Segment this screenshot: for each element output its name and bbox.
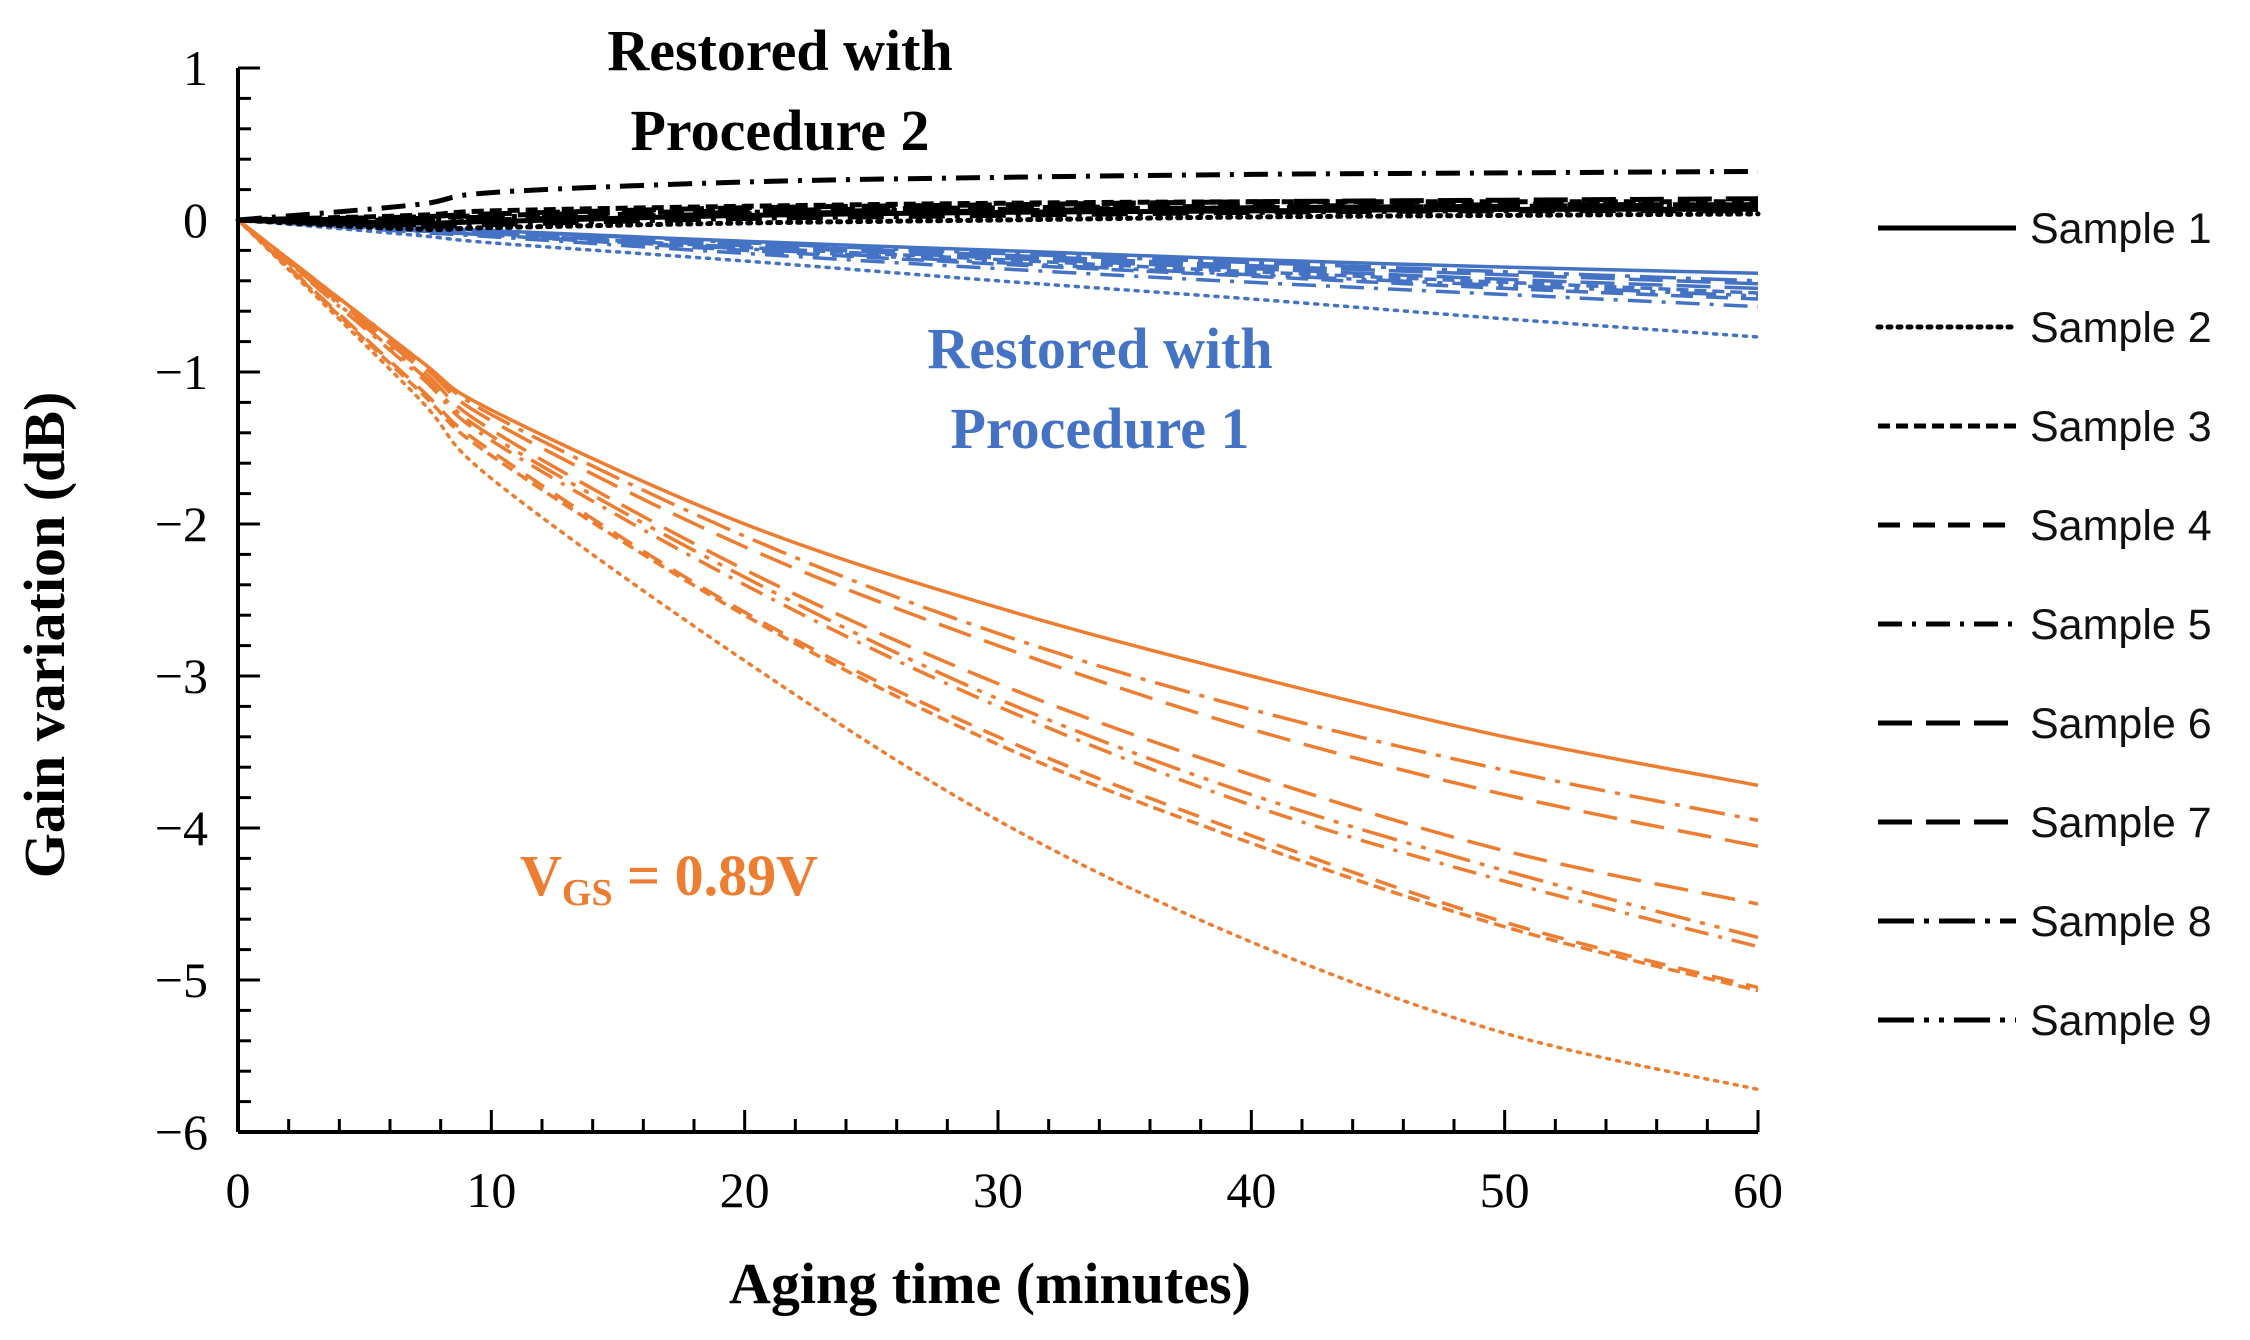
legend-label: Sample 3 — [2030, 403, 2212, 451]
y-tick-label: −5 — [155, 952, 208, 1008]
y-tick-label: −6 — [155, 1104, 208, 1160]
y-tick-label: −3 — [155, 648, 208, 704]
y-tick-label: 1 — [183, 40, 208, 96]
x-tick-label: 10 — [466, 1162, 516, 1218]
x-tick-label: 40 — [1226, 1162, 1276, 1218]
x-axis-title: Aging time (minutes) — [729, 1251, 1251, 1316]
series-group-2 — [235, 168, 1761, 233]
y-tick-label: −4 — [155, 800, 208, 856]
x-tick-label: 20 — [720, 1162, 770, 1218]
legend-label: Sample 8 — [2030, 898, 2212, 946]
annotation-vgs-value: = 0.89V — [613, 843, 819, 908]
annotation-vgs-v: V — [520, 843, 562, 908]
series-line — [236, 218, 1759, 906]
annotation-procedure-2-line-1: Restored with — [607, 18, 952, 83]
legend-label: Sample 5 — [2030, 601, 2212, 649]
series-line — [236, 218, 1760, 1092]
y-tick-label: −1 — [155, 344, 208, 400]
x-tick-label: 0 — [226, 1162, 251, 1218]
series-line — [236, 218, 1760, 339]
x-tick-label: 50 — [1480, 1162, 1530, 1218]
legend-label: Sample 1 — [2030, 205, 2212, 253]
series-line — [236, 218, 1759, 788]
annotation-procedure-2-line-2: Procedure 2 — [630, 98, 929, 163]
series-line — [235, 211, 1761, 233]
legend-label: Sample 6 — [2030, 700, 2212, 748]
series-line — [236, 218, 1759, 990]
series-line — [237, 208, 1759, 229]
series-group-0 — [236, 218, 1760, 1092]
annotation-procedure-1-line-1: Restored with — [927, 316, 1272, 381]
axis-ticks — [236, 66, 1760, 1134]
legend: Sample 1 Sample 2 Sample 3 Sample 4 Sample 5… — [1875, 205, 2212, 1045]
series-line — [236, 218, 1759, 823]
y-tick-label: −2 — [155, 496, 208, 552]
legend-label: Sample 9 — [2030, 997, 2212, 1045]
series-line — [236, 218, 1759, 993]
x-tick-label: 30 — [973, 1162, 1023, 1218]
data-curves — [235, 168, 1761, 1092]
x-tick-label: 60 — [1733, 1162, 1783, 1218]
series-line — [237, 168, 1759, 223]
annotation-vgs: VGS = 0.89V — [520, 843, 818, 914]
annotation-vgs-subscript: GS — [562, 872, 613, 914]
series-line — [236, 218, 1759, 848]
legend-label: Sample 2 — [2030, 304, 2212, 352]
legend-label: Sample 4 — [2030, 502, 2212, 550]
y-axis-title: Gain variation (dB) — [12, 392, 77, 879]
legend-label: Sample 7 — [2030, 799, 2212, 847]
annotation-procedure-1-line-2: Procedure 1 — [950, 396, 1249, 461]
y-tick-label: 0 — [183, 192, 208, 248]
series-line — [237, 196, 1759, 223]
series-line — [236, 218, 1759, 949]
series-line — [236, 218, 1759, 940]
series-line — [237, 203, 1759, 223]
